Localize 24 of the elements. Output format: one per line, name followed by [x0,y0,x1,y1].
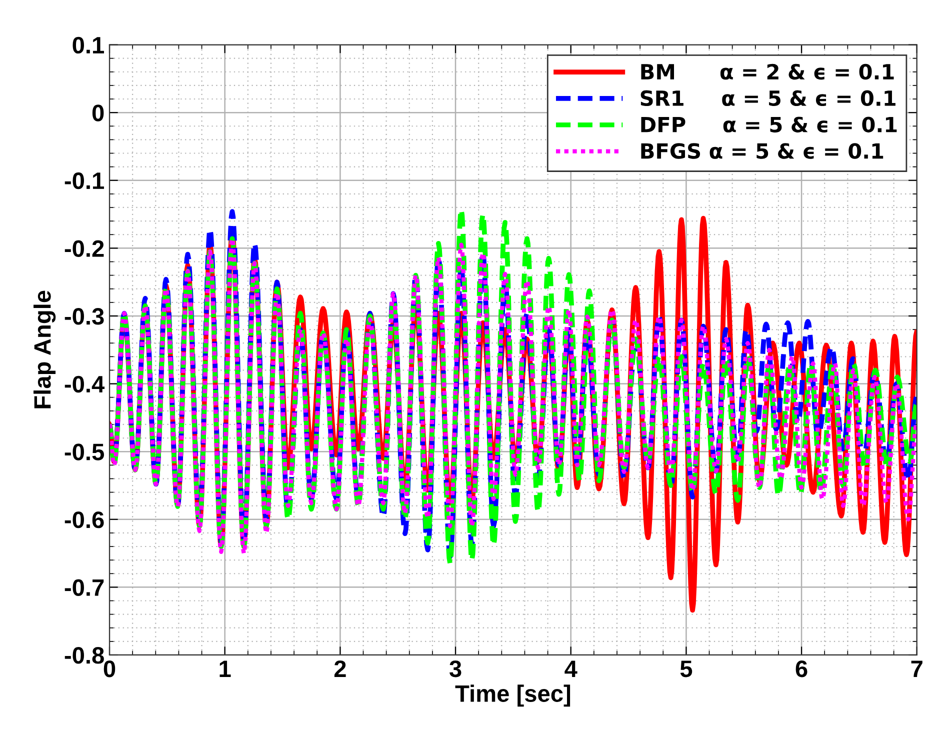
legend-label: DFP α = 5 & ϵ = 0.1 [641,116,897,132]
y-tick-label: -0.8 [64,647,104,664]
y-tick-label: 0.1 [72,36,104,54]
y-axis-title: Flap Angle [34,290,56,408]
y-tick-label: -0.5 [64,444,104,460]
x-tick-label: 5 [680,660,692,678]
x-tick-label: 2 [334,660,346,677]
x-tick-label: 4 [564,660,578,677]
y-tick-label: -0.6 [64,511,104,528]
x-tick-label: 0 [104,660,116,678]
x-tick-label: 1 [220,660,231,677]
y-tick-label: -0.1 [64,172,104,190]
legend-label: SR1 α = 5 & ϵ = 0.1 [640,90,896,106]
legend-label: BM α = 2 & ϵ = 0.1 [641,64,894,80]
x-tick-label: 3 [449,660,462,678]
x-axis-title: Time [sec] [455,684,570,707]
legend-label: BFGS α = 5 & ϵ = 0.1 [641,143,884,159]
x-tick-label: 7 [911,660,922,677]
y-tick-label: -0.3 [64,308,104,325]
y-tick-label: -0.2 [64,240,104,257]
y-tick-label: -0.4 [64,376,105,393]
x-tick-label: 6 [796,660,808,678]
y-tick-label: -0.7 [64,579,104,596]
y-tick-label: 0 [92,104,104,122]
